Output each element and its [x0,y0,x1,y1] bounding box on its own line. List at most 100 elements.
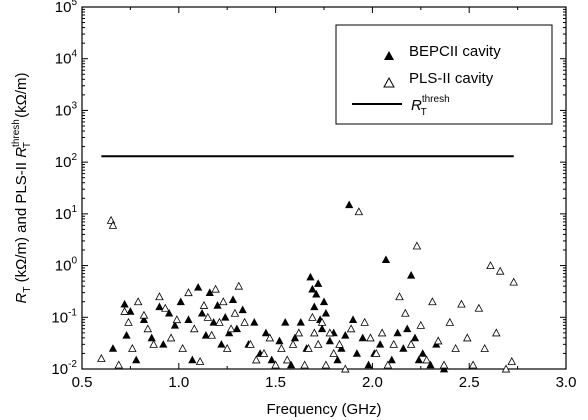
plsii-point [462,333,472,342]
legend-threshold-sub: T [421,107,427,118]
plsii-point [372,348,381,357]
bepcii-point [296,318,305,326]
y-tick-label: 101 [55,204,78,223]
bepcii-point [407,271,416,279]
plsii-point [265,333,275,342]
legend-filled-triangle-icon [384,51,394,60]
bepcii-point [352,349,362,357]
y-tick-label: 102 [55,152,78,171]
plsii-point [166,333,176,342]
plsii-point [495,266,505,275]
bepcii-point [261,328,271,337]
bepcii-point [387,355,396,364]
bepcii-point [108,344,118,352]
bepcii-point [281,318,290,326]
bepcii-point [132,355,141,364]
plsii-point [160,303,170,312]
plsii-point [133,297,143,306]
bepcii-point [155,302,164,311]
plsii-point [383,360,393,369]
plsii-point [155,292,164,301]
bepcii-point [267,355,276,364]
plsii-point [439,360,449,369]
legend-threshold-r: R [411,97,422,114]
legend-threshold-sup: thresh [422,94,450,105]
plsii-point [128,343,137,352]
bepcii-point [399,344,408,352]
bepcii-point [232,324,241,333]
bepcii-point [306,272,315,281]
bepcii-point [317,324,327,333]
plsii-point [428,297,437,306]
plsii-point [366,333,375,342]
bepcii-point [418,349,427,357]
y-label-r2: R [13,147,30,158]
plsii-point [215,317,224,326]
x-tick-label: 1.5 [265,374,286,391]
plsii-point [219,297,228,306]
plsii-point [230,308,240,317]
plsii-point [329,348,338,357]
y-axis-label: RT (kΩ/m) and PLS-II RthreshT (kΩ/m) [11,73,33,304]
plsii-point [304,343,313,352]
y-tick-label: 105 [55,0,78,16]
legend-label-bepcii: BEPCII cavity [409,43,501,60]
bepcii-point [286,360,296,369]
plsii-point [474,303,484,312]
bepcii-point [314,279,323,287]
plsii-point [321,360,331,369]
bepcii-point [165,308,174,317]
plsii-point [203,312,213,321]
y-axis-ticks: 10-2 10-1 100 101 102 103 104 105 [51,0,566,378]
y-label-sub: T [22,287,33,293]
data-marks [97,155,518,373]
x-tick-label: 3.0 [556,374,577,391]
bepcii-point [337,344,346,352]
y-tick-label: 103 [55,100,78,119]
plsii-point [480,343,489,352]
plsii-point [346,324,356,333]
plsii-point [195,357,205,365]
bepcii-point [228,295,238,303]
y-label-sub2: T [22,142,33,148]
bepcii-point [225,328,234,337]
x-tick-label: 0.5 [72,374,93,391]
plsii-point [226,324,236,333]
bepcii-point [376,340,385,348]
legend-label-threshold: Rthresh T [411,94,450,118]
bepcii-point [312,289,321,298]
plsii-point [199,300,209,309]
legend-open-triangle-icon [383,76,395,88]
plsii-point [354,207,364,216]
plsii-point [451,343,460,352]
plsii-point [108,220,118,229]
plsii-point [124,317,133,326]
plsii-point [509,277,518,286]
plsii-point [222,343,232,352]
bepcii-point [275,336,284,345]
bepcii-point [250,318,259,326]
bepcii-point [321,308,331,317]
plsii-point [184,288,193,297]
plsii-point [139,310,149,319]
plsii-point [313,339,323,348]
bepcii-point [308,284,317,293]
bepcii-point [426,360,435,369]
bepcii-point [345,200,354,209]
bepcii-point [310,302,319,311]
legend: BEPCII cavity PLS-II cavity Rthresh T [335,24,553,125]
bepcii-point [290,333,300,342]
plsii-point [395,292,404,301]
plsii-point [401,308,410,317]
bepcii-point [201,330,211,339]
y-label-r: R [13,293,30,304]
plsii-point [422,355,431,364]
plsii-point [282,355,292,364]
plsii-point [492,328,501,337]
plsii-point [251,355,261,364]
bepcii-point [393,328,402,337]
bepcii-point [184,315,193,324]
plsii-point [114,360,124,369]
plsii-point [240,317,249,326]
plsii-point [325,328,335,337]
